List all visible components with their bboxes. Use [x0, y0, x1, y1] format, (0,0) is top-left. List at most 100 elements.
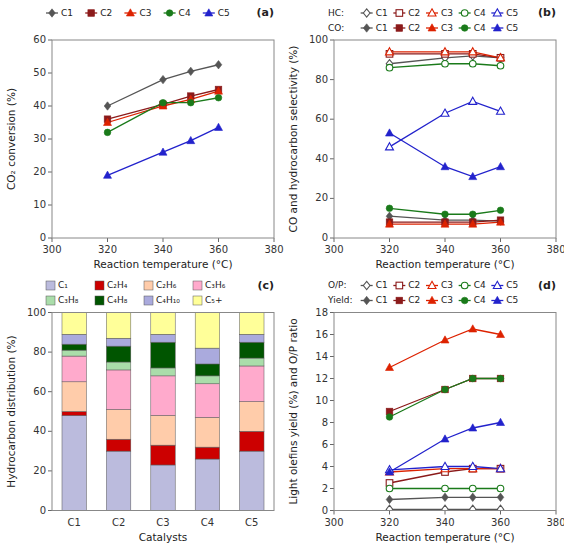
y-tick-label: 0 — [40, 232, 46, 243]
x-tick — [52, 238, 53, 242]
legend-label: C2 — [408, 280, 420, 290]
y-tick-label: 0 — [322, 232, 328, 243]
series-marker — [187, 67, 194, 75]
legend-label: C1 — [376, 23, 388, 33]
series-marker — [497, 218, 505, 225]
bar-segment — [62, 356, 86, 382]
y-tick-label: 100 — [27, 307, 46, 318]
series-marker — [441, 220, 449, 227]
y-axis-label: Hydrocarbon distribution (%) — [5, 335, 17, 487]
legend-marker — [428, 9, 436, 16]
bar-segment — [106, 362, 130, 370]
series-marker — [469, 375, 476, 382]
bar-segment — [106, 346, 130, 362]
legend-marker — [88, 10, 95, 17]
legend-label: C3 — [441, 8, 453, 18]
series-marker — [497, 62, 504, 69]
x-tick-label: 360 — [491, 517, 510, 528]
y-tick-label: 4 — [322, 461, 328, 472]
y-tick — [48, 470, 52, 471]
bar-segment — [240, 358, 264, 366]
legend-label: C₂H₄ — [107, 280, 128, 290]
y-tick — [48, 391, 52, 392]
y-tick — [330, 119, 334, 120]
plot-area — [62, 313, 264, 511]
series-line — [108, 127, 219, 175]
bar-segment — [106, 439, 130, 451]
legend: C1C2C3C4C5 — [46, 8, 230, 18]
series-line — [390, 423, 501, 473]
bar-segment — [240, 342, 264, 358]
y-tick — [48, 40, 52, 41]
legend-swatch — [95, 296, 104, 305]
plot-frame — [334, 313, 556, 511]
bar-segment — [106, 370, 130, 410]
y-tick — [330, 40, 334, 41]
series-marker — [386, 129, 394, 136]
series-marker — [497, 465, 504, 472]
series-marker — [187, 99, 194, 106]
series-marker — [441, 435, 449, 442]
y-tick-label: 16 — [315, 329, 328, 340]
panel: 0102030405060300320340360380Reaction tem… — [5, 6, 284, 270]
bar-segment — [62, 382, 86, 412]
y-tick-label: 12 — [315, 373, 328, 384]
x-tick — [107, 238, 108, 242]
legend-marker — [396, 282, 403, 289]
legend-label: C4 — [474, 8, 486, 18]
legend-swatch — [144, 296, 153, 305]
legend-label: C₂H₆ — [156, 280, 177, 290]
plot-frame — [52, 40, 274, 238]
legend-swatch — [193, 296, 202, 305]
series-marker — [469, 97, 477, 104]
bar-segment — [195, 459, 219, 510]
y-tick — [48, 510, 52, 511]
y-tick — [48, 73, 52, 74]
series-marker — [469, 485, 476, 492]
series-marker — [497, 207, 504, 214]
legend-marker — [461, 297, 468, 304]
series-line — [390, 379, 501, 418]
series-marker — [497, 163, 505, 170]
bar-segment — [195, 417, 219, 447]
series-marker — [469, 172, 477, 179]
plot-frame — [334, 40, 556, 238]
series-marker — [187, 136, 195, 143]
legend-marker — [428, 24, 436, 31]
series-marker — [469, 505, 476, 510]
annotation: (c) — [257, 279, 274, 292]
y-tick-label: 8 — [322, 417, 328, 428]
bar-segment — [195, 364, 219, 376]
legend-swatch — [46, 281, 55, 290]
x-tick-label: 320 — [98, 244, 117, 255]
bar-segment — [240, 451, 264, 510]
y-tick — [48, 238, 52, 239]
series-line — [390, 133, 501, 177]
legend-label: C₃H₈ — [58, 295, 79, 305]
series-marker — [386, 64, 393, 71]
x-tick — [556, 511, 557, 515]
series-marker — [497, 493, 504, 501]
legend-label: C₁ — [58, 280, 68, 290]
series-marker — [469, 424, 477, 431]
legend-label: C3 — [441, 23, 453, 33]
y-tick — [330, 198, 334, 199]
series-line — [108, 90, 219, 120]
legend-label: C1 — [376, 280, 388, 290]
series-marker — [497, 55, 504, 62]
bar-segment — [240, 366, 264, 402]
bar-segment — [62, 415, 86, 510]
legend-marker — [363, 24, 370, 32]
legend-marker — [363, 9, 370, 17]
series-marker — [442, 60, 449, 67]
series-marker — [497, 485, 504, 492]
y-tick — [330, 378, 334, 379]
y-tick — [330, 400, 334, 401]
series-marker — [386, 495, 393, 503]
bar-segment — [240, 313, 264, 335]
legend-marker — [493, 296, 501, 303]
series-marker — [497, 465, 505, 472]
series-marker — [104, 171, 112, 178]
series-marker — [469, 220, 477, 227]
legend-label: C4 — [474, 295, 486, 305]
